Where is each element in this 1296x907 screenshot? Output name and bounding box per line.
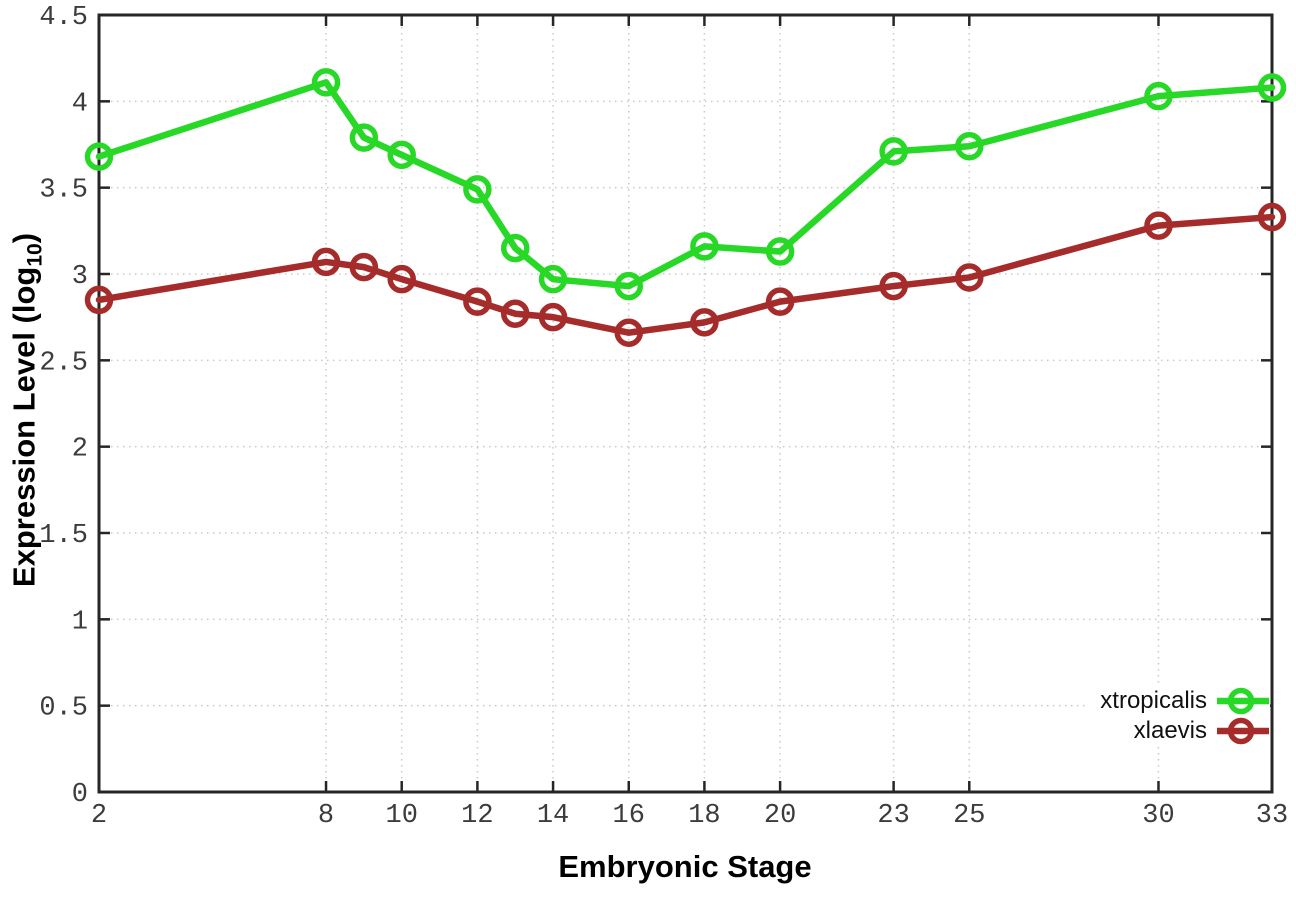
y-tick-label: 1 (72, 607, 88, 637)
legend-item-xlaevis: xlaevis (1100, 716, 1270, 746)
legend-item-xtropicalis: xtropicalis (1100, 686, 1270, 716)
y-tick-label: 3 (72, 262, 88, 292)
x-tick-label: 12 (461, 801, 493, 831)
y-axis-title-subscript: 10 (23, 243, 47, 267)
x-tick-label: 10 (386, 801, 418, 831)
y-tick-label: 3.5 (39, 176, 88, 206)
plot-border (97, 13, 1274, 794)
data-point-xlaevis (500, 299, 530, 328)
data-point-xlaevis (955, 263, 984, 292)
x-tick-label: 8 (318, 801, 334, 831)
legend-sample-line-icon (1217, 687, 1269, 715)
data-point-xlaevis (311, 247, 341, 277)
data-point-xlaevis (349, 252, 379, 282)
data-point-xtropicalis (84, 142, 114, 171)
data-point-xlaevis (463, 287, 492, 316)
x-tick-label: 25 (953, 801, 985, 831)
y-tick-label: 4.5 (39, 3, 88, 33)
data-point-xtropicalis (311, 68, 341, 97)
x-tick-label: 18 (688, 801, 720, 831)
y-axis-title-close: ) (6, 232, 42, 244)
x-tick-label: 23 (877, 801, 909, 831)
legend: xtropicalis xlaevis (1086, 686, 1270, 746)
data-point-xtropicalis (879, 137, 908, 166)
series-line-xlaevis (95, 213, 1276, 336)
y-tick-label: 2.5 (39, 348, 88, 378)
data-point-xtropicalis (614, 271, 643, 301)
data-point-xlaevis (879, 271, 908, 301)
x-axis-title: Embryonic Stage (558, 849, 812, 884)
y-tick-label: 0.5 (39, 694, 88, 724)
data-point-xlaevis (387, 264, 416, 294)
legend-label-xlaevis: xlaevis (1133, 717, 1207, 744)
data-point-xtropicalis (500, 233, 530, 263)
series-line-xtropicalis (95, 79, 1276, 290)
x-tick-label: 14 (537, 801, 569, 831)
data-point-xtropicalis (1257, 73, 1287, 102)
data-point-xlaevis (765, 287, 795, 316)
y-tick-label: 2 (72, 435, 88, 465)
y-tick-label: 4 (72, 89, 88, 119)
legend-sample-line-icon (1217, 717, 1269, 745)
data-point-xlaevis (1144, 211, 1173, 240)
data-point-xlaevis (690, 308, 719, 337)
data-point-xtropicalis (690, 232, 719, 261)
data-point-xtropicalis (387, 140, 416, 170)
data-point-xlaevis (538, 302, 568, 332)
data-point-xtropicalis (955, 131, 984, 161)
data-point-xtropicalis (765, 237, 795, 266)
legend-label-xtropicalis: xtropicalis (1100, 687, 1207, 714)
x-tick-label: 30 (1142, 801, 1174, 831)
data-point-xlaevis (614, 318, 643, 347)
y-tick-label: 0 (72, 780, 88, 810)
y-tick-label: 1.5 (39, 521, 88, 551)
data-point-xtropicalis (538, 264, 568, 294)
y-axis-title-text: Expression Level (log (6, 266, 42, 588)
x-tick-label: 2 (91, 801, 107, 831)
data-point-xtropicalis (349, 123, 379, 152)
x-tick-label: 33 (1256, 801, 1288, 831)
data-point-xlaevis (1257, 202, 1287, 232)
x-tick-label: 20 (764, 801, 796, 831)
x-tick-label: 16 (613, 801, 645, 831)
data-point-xtropicalis (1144, 81, 1173, 111)
y-axis-title: Expression Level (log10) (6, 233, 47, 587)
data-point-xtropicalis (463, 175, 492, 204)
data-point-xlaevis (84, 285, 114, 315)
